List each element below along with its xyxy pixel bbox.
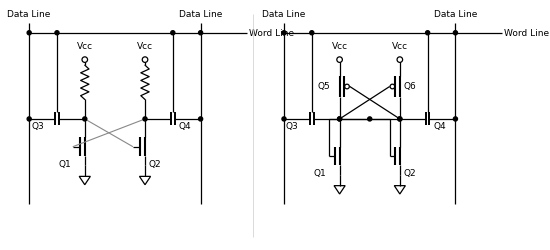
Text: Q2: Q2 [148,160,161,169]
Circle shape [199,31,202,35]
Text: Data Line: Data Line [434,10,477,19]
Circle shape [55,31,59,35]
Text: Vcc: Vcc [392,42,408,50]
Text: Q3: Q3 [31,122,44,131]
Text: Q2: Q2 [404,170,416,178]
Text: Vcc: Vcc [332,42,348,50]
Circle shape [27,117,31,121]
Circle shape [398,117,402,121]
Text: Data Line: Data Line [179,10,222,19]
Circle shape [398,117,402,121]
Circle shape [82,117,87,121]
Text: Data Line: Data Line [8,10,51,19]
Circle shape [453,31,458,35]
Text: Q4: Q4 [178,122,191,131]
Text: Vcc: Vcc [137,42,153,50]
Circle shape [282,31,286,35]
Circle shape [143,117,147,121]
Text: Data Line: Data Line [262,10,306,19]
Text: Q6: Q6 [404,82,416,91]
Text: Q3: Q3 [286,122,299,131]
Circle shape [338,117,342,121]
Text: Word Line: Word Line [504,29,549,38]
Circle shape [282,117,286,121]
Text: Q5: Q5 [317,82,330,91]
Circle shape [310,31,314,35]
Circle shape [368,117,372,121]
Circle shape [199,117,202,121]
Circle shape [170,31,175,35]
Text: Q1: Q1 [59,160,72,169]
Circle shape [338,117,342,121]
Text: Q1: Q1 [314,170,326,178]
Circle shape [453,117,458,121]
Text: Word Line: Word Line [249,29,294,38]
Circle shape [27,31,31,35]
Text: Vcc: Vcc [76,42,93,50]
Circle shape [426,31,430,35]
Text: Q4: Q4 [433,122,446,131]
